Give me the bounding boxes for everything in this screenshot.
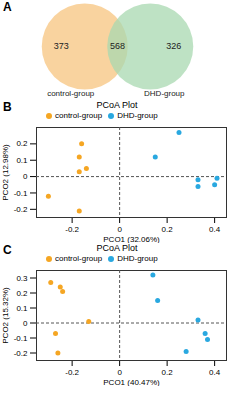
svg-text:0.2: 0.2 [162, 368, 174, 377]
svg-text:0.1: 0.1 [16, 304, 28, 313]
svg-text:0.3: 0.3 [16, 274, 28, 283]
svg-text:568: 568 [110, 41, 125, 51]
svg-text:-0.2: -0.2 [65, 225, 79, 234]
svg-text:0.4: 0.4 [209, 368, 221, 377]
svg-text:0.4: 0.4 [209, 225, 221, 234]
svg-text:-0.2: -0.2 [14, 205, 28, 214]
svg-text:0: 0 [117, 225, 122, 234]
svg-text:PCO2 (15.32%): PCO2 (15.32%) [1, 287, 10, 344]
html-text:B: B [3, 100, 12, 114]
html-text:DHD-group: DHD-group [117, 254, 158, 263]
svg-text:DHD-group: DHD-group [144, 89, 185, 98]
svg-text:-0.2: -0.2 [65, 368, 79, 377]
html-text:C: C [3, 243, 12, 257]
html-text:A: A [3, 0, 12, 14]
svg-text:-0.1: -0.1 [14, 334, 28, 343]
svg-text:0.1: 0.1 [16, 156, 28, 165]
svg-text:0.2: 0.2 [162, 225, 174, 234]
svg-text:PCO1 (40.47%): PCO1 (40.47%) [103, 378, 160, 387]
svg-text:PCO1 (32.06%): PCO1 (32.06%) [103, 235, 160, 244]
svg-text:0: 0 [117, 368, 122, 377]
svg-text:373: 373 [54, 41, 69, 51]
html-text:DHD-group: DHD-group [117, 111, 158, 120]
html-text:control-group: control-group [55, 254, 103, 263]
html-text:control-group: control-group [55, 111, 103, 120]
svg-text:0: 0 [23, 172, 28, 181]
svg-text:326: 326 [166, 41, 181, 51]
svg-text:0.2: 0.2 [16, 289, 28, 298]
svg-text:control-group: control-group [47, 89, 95, 98]
svg-text:0: 0 [23, 319, 28, 328]
html-text:PCoA Plot: PCoA Plot [96, 100, 138, 110]
svg-text:-0.2: -0.2 [14, 349, 28, 358]
svg-text:0.2: 0.2 [16, 139, 28, 148]
svg-text:PCO2 (12.98%): PCO2 (12.98%) [1, 144, 10, 201]
svg-text:-0.1: -0.1 [14, 189, 28, 198]
html-text:PCoA Plot: PCoA Plot [96, 243, 138, 253]
